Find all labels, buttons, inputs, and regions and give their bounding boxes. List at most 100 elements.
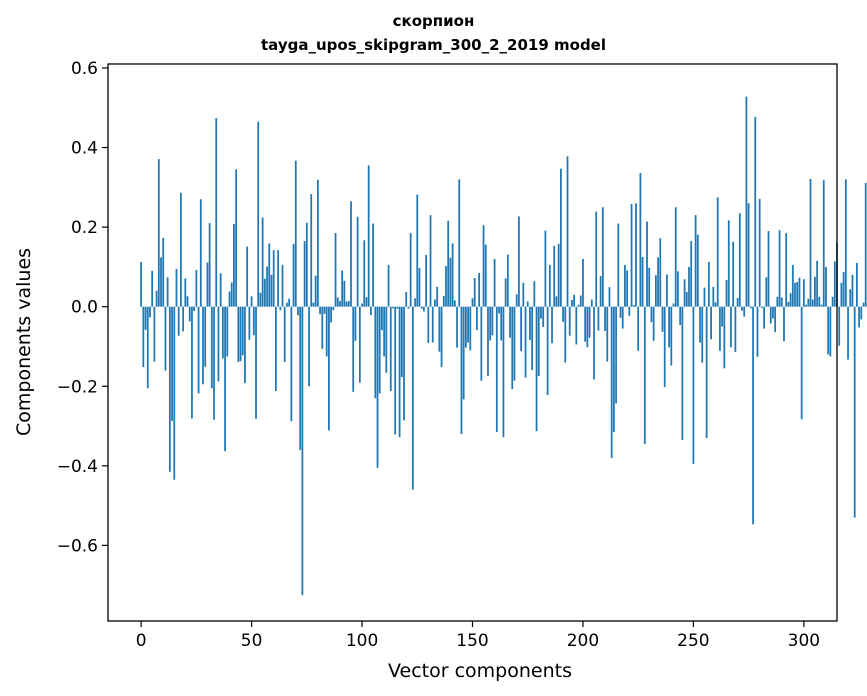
bar-274 (745, 96, 748, 307)
bar-194 (568, 306, 571, 336)
bar-17 (177, 306, 180, 336)
bar-42 (233, 223, 235, 307)
bar-212 (608, 287, 611, 307)
plot-area-border (107, 63, 838, 622)
bar-85 (328, 306, 330, 431)
bar-190 (559, 168, 562, 307)
bar-118 (400, 306, 403, 378)
bar-252 (696, 234, 699, 307)
bar-201 (584, 306, 587, 342)
bar-28 (202, 306, 204, 385)
bar-278 (754, 116, 757, 307)
bar-41 (230, 282, 233, 307)
bar-257 (707, 261, 710, 307)
x-tick-label: 150 (456, 631, 488, 651)
bar-232 (652, 306, 655, 341)
bar-49 (248, 306, 251, 340)
bar-323 (853, 306, 856, 518)
x-tick-label: 250 (677, 631, 709, 651)
bar-93 (345, 301, 348, 307)
bar-45 (239, 306, 242, 362)
bar-108 (378, 306, 381, 394)
bar-269 (734, 306, 737, 353)
bar-70 (294, 160, 297, 307)
bar-306 (816, 260, 818, 307)
bar-20 (184, 278, 187, 307)
bar-262 (719, 306, 721, 351)
bar-150 (471, 298, 474, 307)
bar-13 (168, 306, 171, 472)
bar-219 (624, 264, 626, 307)
x-axis-label: Vector components (388, 660, 572, 682)
bar-182 (542, 306, 545, 327)
bar-22 (188, 306, 191, 322)
bar-263 (721, 306, 724, 327)
bar-248 (688, 266, 690, 307)
bar-317 (840, 282, 843, 307)
bar-2 (144, 306, 147, 330)
bar-311 (827, 306, 830, 355)
bar-80 (316, 179, 319, 307)
bar-101 (363, 240, 366, 307)
bar-151 (473, 278, 476, 307)
bar-229 (646, 221, 648, 307)
bar-249 (690, 241, 693, 307)
bar-318 (842, 272, 845, 307)
bar-208 (599, 276, 602, 307)
bar-40 (228, 291, 231, 307)
bar-8 (157, 159, 160, 307)
bar-288 (776, 296, 779, 307)
bar-307 (818, 296, 821, 307)
x-tick-label: 300 (788, 631, 820, 651)
bar-242 (674, 207, 677, 307)
bar-14 (171, 306, 173, 421)
bar-92 (343, 280, 346, 307)
bar-228 (643, 306, 646, 444)
bar-97 (354, 306, 357, 341)
bar-193 (566, 156, 569, 307)
y-axis-label: Components values (13, 248, 35, 436)
bar-51 (252, 306, 255, 336)
bar-120 (405, 291, 408, 307)
bar-59 (270, 274, 273, 307)
bar-124 (414, 298, 416, 307)
bar-196 (573, 294, 575, 307)
bars-group (140, 96, 867, 596)
bar-133 (434, 299, 436, 307)
y-tick-label: −0.6 (57, 536, 98, 556)
bar-125 (416, 194, 419, 307)
bar-25 (195, 270, 198, 307)
bar-172 (520, 306, 522, 352)
bar-217 (619, 306, 622, 318)
bar-192 (564, 306, 567, 363)
bar-268 (732, 241, 735, 307)
bar-39 (226, 306, 229, 357)
bar-7 (155, 290, 158, 307)
bar-4 (149, 306, 151, 318)
bar-170 (515, 294, 518, 307)
bar-275 (747, 203, 750, 307)
bar-78 (312, 302, 315, 307)
bar-211 (606, 306, 609, 362)
y-tick-label: 0.4 (71, 139, 98, 159)
bar-169 (513, 306, 516, 381)
bar-309 (822, 180, 825, 307)
bar-195 (571, 299, 573, 307)
bar-300 (802, 279, 805, 307)
bar-223 (632, 305, 635, 307)
bar-5 (151, 270, 154, 307)
bar-0 (140, 262, 143, 307)
bar-222 (630, 204, 633, 307)
bar-30 (206, 262, 209, 307)
bar-68 (290, 306, 293, 422)
bar-312 (829, 306, 832, 357)
bar-90 (339, 301, 341, 307)
y-tick-label: 0.6 (71, 59, 98, 79)
bar-298 (798, 277, 801, 307)
bar-35 (217, 306, 220, 382)
y-axis-ticks: 0.6 0.4 0.2 0.0 −0.2 −0.4 −0.6 (57, 59, 108, 556)
bar-287 (774, 306, 777, 333)
bar-112 (387, 264, 390, 307)
chart-title-line-2: tayga_upos_skipgram_300_2_2019 model (261, 36, 606, 54)
bar-175 (526, 301, 529, 307)
